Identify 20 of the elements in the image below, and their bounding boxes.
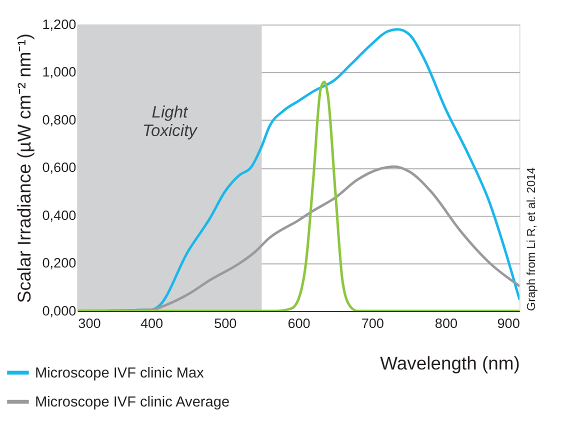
y-tick-label: 0,200 bbox=[42, 256, 77, 271]
x-tick-label: 900 bbox=[497, 316, 520, 331]
x-tick-label: 400 bbox=[140, 316, 164, 331]
x-tick-label: 800 bbox=[434, 316, 458, 331]
y-tick-label: 0,800 bbox=[42, 112, 77, 128]
x-axis-title: Wavelength (nm) bbox=[380, 352, 520, 374]
y-tick-label: 0,600 bbox=[42, 160, 77, 176]
y-tick-label: 1,000 bbox=[42, 64, 77, 80]
band-label: Light Toxicity bbox=[142, 103, 199, 140]
x-tick-label: 300 bbox=[78, 316, 102, 331]
legend-label: Microscope IVF clinic Max bbox=[34, 365, 205, 382]
y-axis-title: Scalar Irradiance (µW cm⁻² nm⁻¹) bbox=[14, 34, 35, 304]
legend-label: Microscope IVF clinic Average bbox=[34, 394, 230, 411]
x-tick-label: 600 bbox=[288, 316, 311, 331]
x-tick-label: 700 bbox=[361, 316, 384, 331]
y-tick-label: 1,200 bbox=[42, 16, 77, 32]
x-tick-label: 500 bbox=[214, 316, 238, 331]
y-tick-label: 0,000 bbox=[42, 303, 77, 318]
y-tick-label: 0,400 bbox=[42, 208, 77, 223]
text: Graph from Li R, et al. 2014 bbox=[524, 166, 538, 311]
